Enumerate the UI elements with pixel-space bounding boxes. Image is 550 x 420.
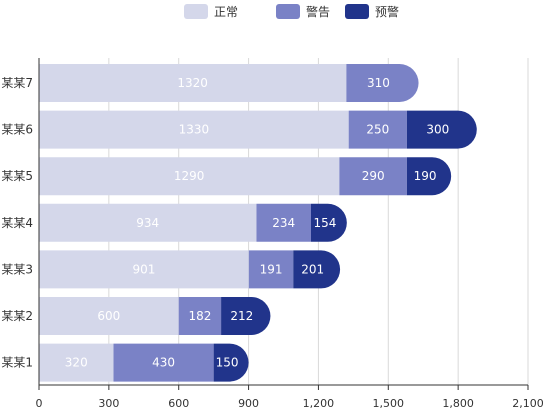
x-tick-label-3: 900 bbox=[238, 397, 259, 410]
bar-2-2[interactable] bbox=[293, 250, 341, 289]
category-label-3: 某某4 bbox=[1, 216, 33, 230]
x-tick-label-7: 2,100 bbox=[512, 397, 544, 410]
bar-4-2[interactable] bbox=[406, 157, 452, 196]
bar-label-2-1: 191 bbox=[260, 262, 283, 276]
category-label-6: 某某7 bbox=[1, 76, 33, 90]
bar-3-2[interactable] bbox=[310, 203, 347, 242]
bar-label-5-2: 300 bbox=[426, 123, 449, 137]
category-label-2: 某某3 bbox=[1, 262, 33, 276]
legend-swatch-2[interactable] bbox=[345, 4, 369, 19]
legend-label-2[interactable]: 预警 bbox=[375, 4, 399, 19]
bar-0-1[interactable] bbox=[113, 343, 214, 382]
bar-label-0-1: 430 bbox=[152, 356, 175, 370]
bar-5-2[interactable] bbox=[406, 110, 477, 149]
bar-label-0-2: 150 bbox=[216, 356, 239, 370]
category-label-5: 某某6 bbox=[1, 123, 33, 137]
y-axis-categories: 某某1 某某2 某某3 某某4 某某5 某某6 某某7 bbox=[1, 76, 33, 370]
bar-3-1[interactable] bbox=[256, 203, 311, 242]
bar-5-0[interactable] bbox=[39, 110, 349, 149]
category-label-1: 某某2 bbox=[1, 309, 33, 323]
x-tick-label-0: 0 bbox=[36, 397, 43, 410]
bar-4-1[interactable] bbox=[339, 157, 407, 196]
bar-label-4-0: 1290 bbox=[174, 169, 205, 183]
bar-label-4-2: 190 bbox=[414, 169, 437, 183]
x-tick-label-5: 1,500 bbox=[373, 397, 405, 410]
bar-label-4-1: 290 bbox=[362, 169, 385, 183]
bar-6-1[interactable] bbox=[346, 64, 419, 102]
bar-label-3-2: 154 bbox=[313, 216, 336, 230]
bar-5-1[interactable] bbox=[348, 110, 407, 149]
x-tick-label-2: 600 bbox=[168, 397, 189, 410]
bar-4-0[interactable] bbox=[39, 157, 340, 196]
bar-label-1-0: 600 bbox=[97, 309, 120, 323]
bar-label-1-1: 182 bbox=[188, 309, 211, 323]
bar-label-6-0: 1320 bbox=[177, 76, 208, 90]
bar-0-0[interactable] bbox=[39, 343, 114, 382]
bar-2-1[interactable] bbox=[248, 250, 294, 289]
bar-label-3-0: 934 bbox=[136, 216, 159, 230]
legend: 正常 警告 预警 bbox=[184, 4, 399, 19]
bar-1-1[interactable] bbox=[178, 297, 222, 335]
bar-label-5-0: 1330 bbox=[179, 123, 210, 137]
bar-1-2[interactable] bbox=[221, 297, 271, 335]
bar-3-0[interactable] bbox=[39, 203, 257, 242]
legend-swatch-1[interactable] bbox=[276, 4, 300, 19]
bar-label-3-1: 234 bbox=[272, 216, 295, 230]
x-tick-label-1: 300 bbox=[98, 397, 119, 410]
bar-label-1-2: 212 bbox=[230, 309, 253, 323]
bar-label-0-0: 320 bbox=[65, 356, 88, 370]
bar-label-2-0: 901 bbox=[132, 262, 155, 276]
x-axis: 0 300 600 900 1,200 1,500 1,800 2,100 bbox=[36, 58, 544, 410]
bar-1-0[interactable] bbox=[39, 297, 179, 335]
bar-label-5-1: 250 bbox=[366, 123, 389, 137]
bar-label-6-1: 310 bbox=[367, 76, 390, 90]
category-label-0: 某某1 bbox=[1, 356, 33, 370]
bars: 320 430 150 600 182 212 901 191 201 934 234 154 1290… bbox=[39, 64, 477, 382]
bar-label-2-2: 201 bbox=[301, 262, 324, 276]
bar-2-0[interactable] bbox=[39, 250, 249, 289]
bar-6-0[interactable] bbox=[39, 64, 347, 102]
category-label-4: 某某5 bbox=[1, 169, 33, 183]
legend-label-0[interactable]: 正常 bbox=[214, 5, 238, 19]
x-tick-label-4: 1,200 bbox=[303, 397, 335, 410]
legend-swatch-0[interactable] bbox=[184, 4, 208, 19]
legend-label-1[interactable]: 警告 bbox=[306, 4, 330, 19]
bar-0-2[interactable] bbox=[213, 343, 249, 382]
x-tick-label-6: 1,800 bbox=[442, 397, 474, 410]
